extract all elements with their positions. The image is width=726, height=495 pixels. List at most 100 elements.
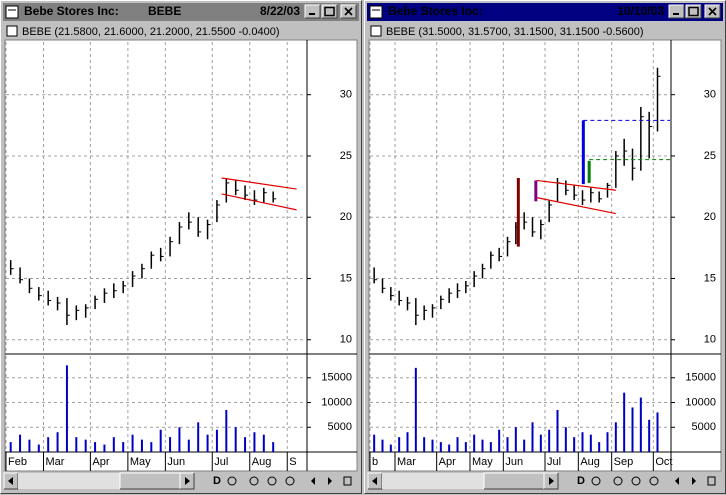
x-tick-label: Jul [214, 456, 228, 468]
toolbar-icon[interactable] [649, 476, 659, 486]
y-tick-label: 25 [704, 150, 716, 162]
bevel-dark [669, 5, 685, 19]
y-tick-label: 20 [340, 211, 352, 223]
y-tick-label: 15000 [321, 372, 352, 384]
bevel-light [364, 0, 726, 494]
info-text: BEBE (21.5800, 21.6000, 21.2000, 21.5500… [22, 26, 279, 38]
toolbar-icon[interactable] [707, 476, 716, 486]
x-tick-label: Apr [439, 456, 456, 468]
toolbar-icon[interactable] [591, 476, 601, 486]
bevel-light [685, 4, 701, 18]
toolbar-icon[interactable] [692, 477, 696, 485]
y-tick-label: 10 [704, 334, 716, 346]
toolbar-d: D [577, 475, 585, 487]
x-tick-label: Oct [655, 456, 672, 468]
minimize-button[interactable] [305, 5, 320, 18]
scroll-thumb[interactable] [120, 473, 180, 489]
trendline [536, 197, 616, 215]
y-tick-label: 10000 [685, 396, 716, 408]
x-tick-label: Mar [397, 456, 416, 468]
x-tick-label: Jun [505, 456, 523, 468]
glyph [708, 7, 717, 16]
x-tick-label: b [372, 456, 378, 468]
bevel-light [3, 472, 18, 489]
y-tick-label: 5000 [692, 421, 716, 433]
bevel-light [367, 472, 382, 489]
bevel-light [321, 4, 337, 18]
minimize-button[interactable] [669, 5, 684, 18]
glyph [8, 477, 13, 485]
glyph [185, 477, 190, 485]
toolbar-icon[interactable] [675, 477, 679, 485]
glyph [549, 477, 554, 485]
glyph [344, 7, 353, 16]
toolbar-icon[interactable] [285, 476, 295, 486]
x-tick-label: Mar [46, 456, 65, 468]
toolbar-icon[interactable] [227, 476, 237, 486]
bevel-dark [341, 5, 357, 19]
bevel-light [304, 4, 320, 18]
info-icon [370, 25, 382, 37]
y-tick-label: 10 [340, 334, 352, 346]
bevel-dark [180, 473, 195, 490]
toolbar-icon[interactable] [328, 477, 332, 485]
y-tick-label: 15 [340, 272, 352, 284]
x-tick-label: Sep [614, 456, 634, 468]
toolbar-icon[interactable] [311, 477, 315, 485]
y-tick-label: 25 [340, 150, 352, 162]
y-tick-label: 20 [704, 211, 716, 223]
trendline [221, 193, 297, 211]
window-icon [369, 5, 383, 19]
toolbar-icon[interactable] [613, 476, 623, 486]
x-tick-label: Apr [92, 456, 109, 468]
info-text: BEBE (31.5000, 31.5700, 31.1500, 31.1500… [386, 26, 643, 38]
y-tick-label: 15 [704, 272, 716, 284]
bevel-dark [322, 5, 338, 19]
bevel-light [668, 4, 684, 18]
x-tick-label: Aug [252, 456, 272, 468]
glyph [324, 6, 335, 17]
bevel-dark [305, 5, 321, 19]
y-tick-label: 30 [704, 89, 716, 101]
bevel-dark [0, 0, 362, 494]
y-tick-label: 5000 [328, 421, 352, 433]
x-tick-label: Jun [167, 456, 185, 468]
bevel-light [0, 0, 362, 494]
bevel-light [483, 472, 544, 489]
trendline [221, 177, 297, 190]
bevel-light [704, 4, 720, 18]
x-tick-label: Feb [8, 456, 27, 468]
glyph [372, 477, 377, 485]
bevel-light [543, 472, 558, 489]
y-tick-label: 15000 [685, 372, 716, 384]
bevel-light [119, 472, 180, 489]
chart-area [4, 39, 358, 472]
glyph [688, 6, 699, 17]
trendline [536, 179, 616, 191]
window-symbol: BEBE [148, 4, 181, 18]
info-icon [6, 25, 18, 37]
window-date: 8/22/03 [260, 4, 300, 18]
x-tick-label: May [472, 456, 493, 468]
title-bar [3, 3, 359, 21]
x-tick-label: Jul [547, 456, 561, 468]
y-tick-label: 30 [340, 89, 352, 101]
toolbar-icon[interactable] [249, 476, 259, 486]
bevel-dark [705, 5, 721, 19]
y-tick-label: 10000 [321, 396, 352, 408]
x-tick-label: Aug [580, 456, 600, 468]
x-tick-label: May [130, 456, 151, 468]
bevel-light [179, 472, 194, 489]
window-icon [5, 5, 19, 19]
window-date: 10/10/03 [617, 4, 664, 18]
window-title: Bebe Stores Inc: [24, 4, 119, 18]
title-bar [367, 3, 723, 21]
toolbar-icon[interactable] [267, 476, 277, 486]
toolbar-icon[interactable] [631, 476, 641, 486]
toolbar-d: D [213, 475, 221, 487]
bevel-light [340, 4, 356, 18]
scroll-thumb[interactable] [484, 473, 544, 489]
toolbar-icon[interactable] [343, 476, 352, 486]
bevel-dark [544, 473, 559, 490]
